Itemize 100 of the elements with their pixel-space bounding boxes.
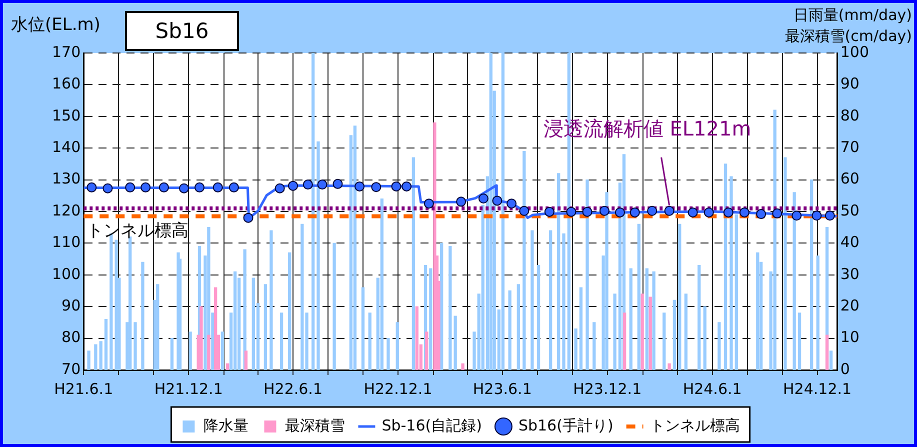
point xyxy=(302,180,313,190)
point xyxy=(566,206,576,217)
bar xyxy=(724,164,728,370)
bar xyxy=(214,287,218,370)
bar xyxy=(718,322,721,370)
bar xyxy=(668,363,671,370)
bar xyxy=(280,312,284,370)
bar xyxy=(756,252,760,370)
bar xyxy=(134,322,137,370)
bar xyxy=(87,350,90,370)
legend-label: Sb-16(自記録) xyxy=(382,416,482,434)
y2-tick-label: 100 xyxy=(840,42,870,61)
bar xyxy=(316,141,320,370)
chart-title: Sb16 xyxy=(125,11,239,51)
point xyxy=(739,207,750,218)
point xyxy=(391,181,402,192)
point xyxy=(723,207,734,218)
bar xyxy=(188,332,192,370)
point xyxy=(688,207,698,218)
bar xyxy=(226,363,230,370)
bar xyxy=(637,224,640,370)
bar xyxy=(629,268,632,370)
point xyxy=(274,183,285,194)
point xyxy=(102,183,113,194)
bar xyxy=(489,53,492,370)
bar xyxy=(574,328,578,370)
bar xyxy=(353,126,357,370)
bar xyxy=(662,312,666,370)
point xyxy=(86,182,97,192)
bar xyxy=(579,287,583,370)
bar xyxy=(810,179,814,370)
bar xyxy=(698,265,701,370)
bar xyxy=(386,338,390,370)
y2-tick-label: 10 xyxy=(840,328,860,346)
y-tick-label: 160 xyxy=(52,74,81,93)
bar xyxy=(592,322,596,370)
bar xyxy=(622,312,626,370)
point xyxy=(371,182,382,192)
x-tick-label: H22.6.1 xyxy=(264,380,322,398)
y2-tick-label: 60 xyxy=(840,170,860,188)
y-axis-title: 水位(EL.m) xyxy=(11,14,100,36)
point xyxy=(599,206,610,216)
point xyxy=(243,212,254,223)
bar xyxy=(557,173,560,370)
point xyxy=(317,180,328,190)
bar xyxy=(829,350,833,370)
bar xyxy=(368,312,372,370)
bar xyxy=(672,300,676,370)
bar xyxy=(645,268,649,370)
bar xyxy=(454,316,457,370)
point xyxy=(424,198,434,209)
bar xyxy=(652,271,656,370)
point xyxy=(194,182,204,192)
bar xyxy=(825,334,829,370)
bar xyxy=(448,246,452,370)
x-tick-label: H22.12.1 xyxy=(364,380,432,398)
bar xyxy=(94,344,98,370)
bar xyxy=(99,341,102,370)
y2-tick-label: 0 xyxy=(840,360,850,378)
bar xyxy=(396,322,399,370)
bar xyxy=(270,230,273,370)
point xyxy=(519,206,530,216)
y2-tick-label: 80 xyxy=(840,106,860,124)
y-tick-label: 140 xyxy=(52,138,81,156)
bar xyxy=(773,110,776,370)
y2-tick-label: 30 xyxy=(840,264,860,283)
point xyxy=(824,210,835,221)
bar xyxy=(207,334,210,370)
bar xyxy=(508,290,512,370)
point xyxy=(456,196,466,207)
y2-tick-label: 70 xyxy=(840,138,860,156)
bar xyxy=(425,332,428,370)
point xyxy=(630,207,640,218)
y2-axis-title: 日雨量(mm/day) 最深積雪(cm/day) xyxy=(784,5,912,46)
y2-tick-label: 40 xyxy=(840,233,860,252)
y-tick-label: 90 xyxy=(62,296,81,314)
y2-tick-label: 20 xyxy=(840,296,860,314)
point xyxy=(792,210,802,221)
bar xyxy=(243,249,246,370)
bar xyxy=(380,198,384,370)
bar xyxy=(530,230,534,370)
point xyxy=(582,206,592,217)
x-tick-label: H21.12.1 xyxy=(154,380,223,398)
x-tick-label: H24.12.1 xyxy=(783,380,852,398)
x-tick-label: H23.6.1 xyxy=(472,380,532,398)
y-tick-label: 70 xyxy=(62,360,81,378)
point xyxy=(212,182,223,192)
bar xyxy=(252,278,256,370)
bar xyxy=(233,271,237,370)
bar xyxy=(288,252,292,370)
y-tick-label: 110 xyxy=(52,233,81,252)
bar xyxy=(734,214,738,370)
bar xyxy=(586,179,589,370)
legend-label: 降水量 xyxy=(204,416,249,434)
bar xyxy=(548,230,552,370)
bar xyxy=(562,233,566,370)
bar xyxy=(332,242,336,370)
bar xyxy=(678,224,682,370)
text: トンネル標高 xyxy=(650,416,740,434)
y-tick-label: 120 xyxy=(52,201,81,220)
